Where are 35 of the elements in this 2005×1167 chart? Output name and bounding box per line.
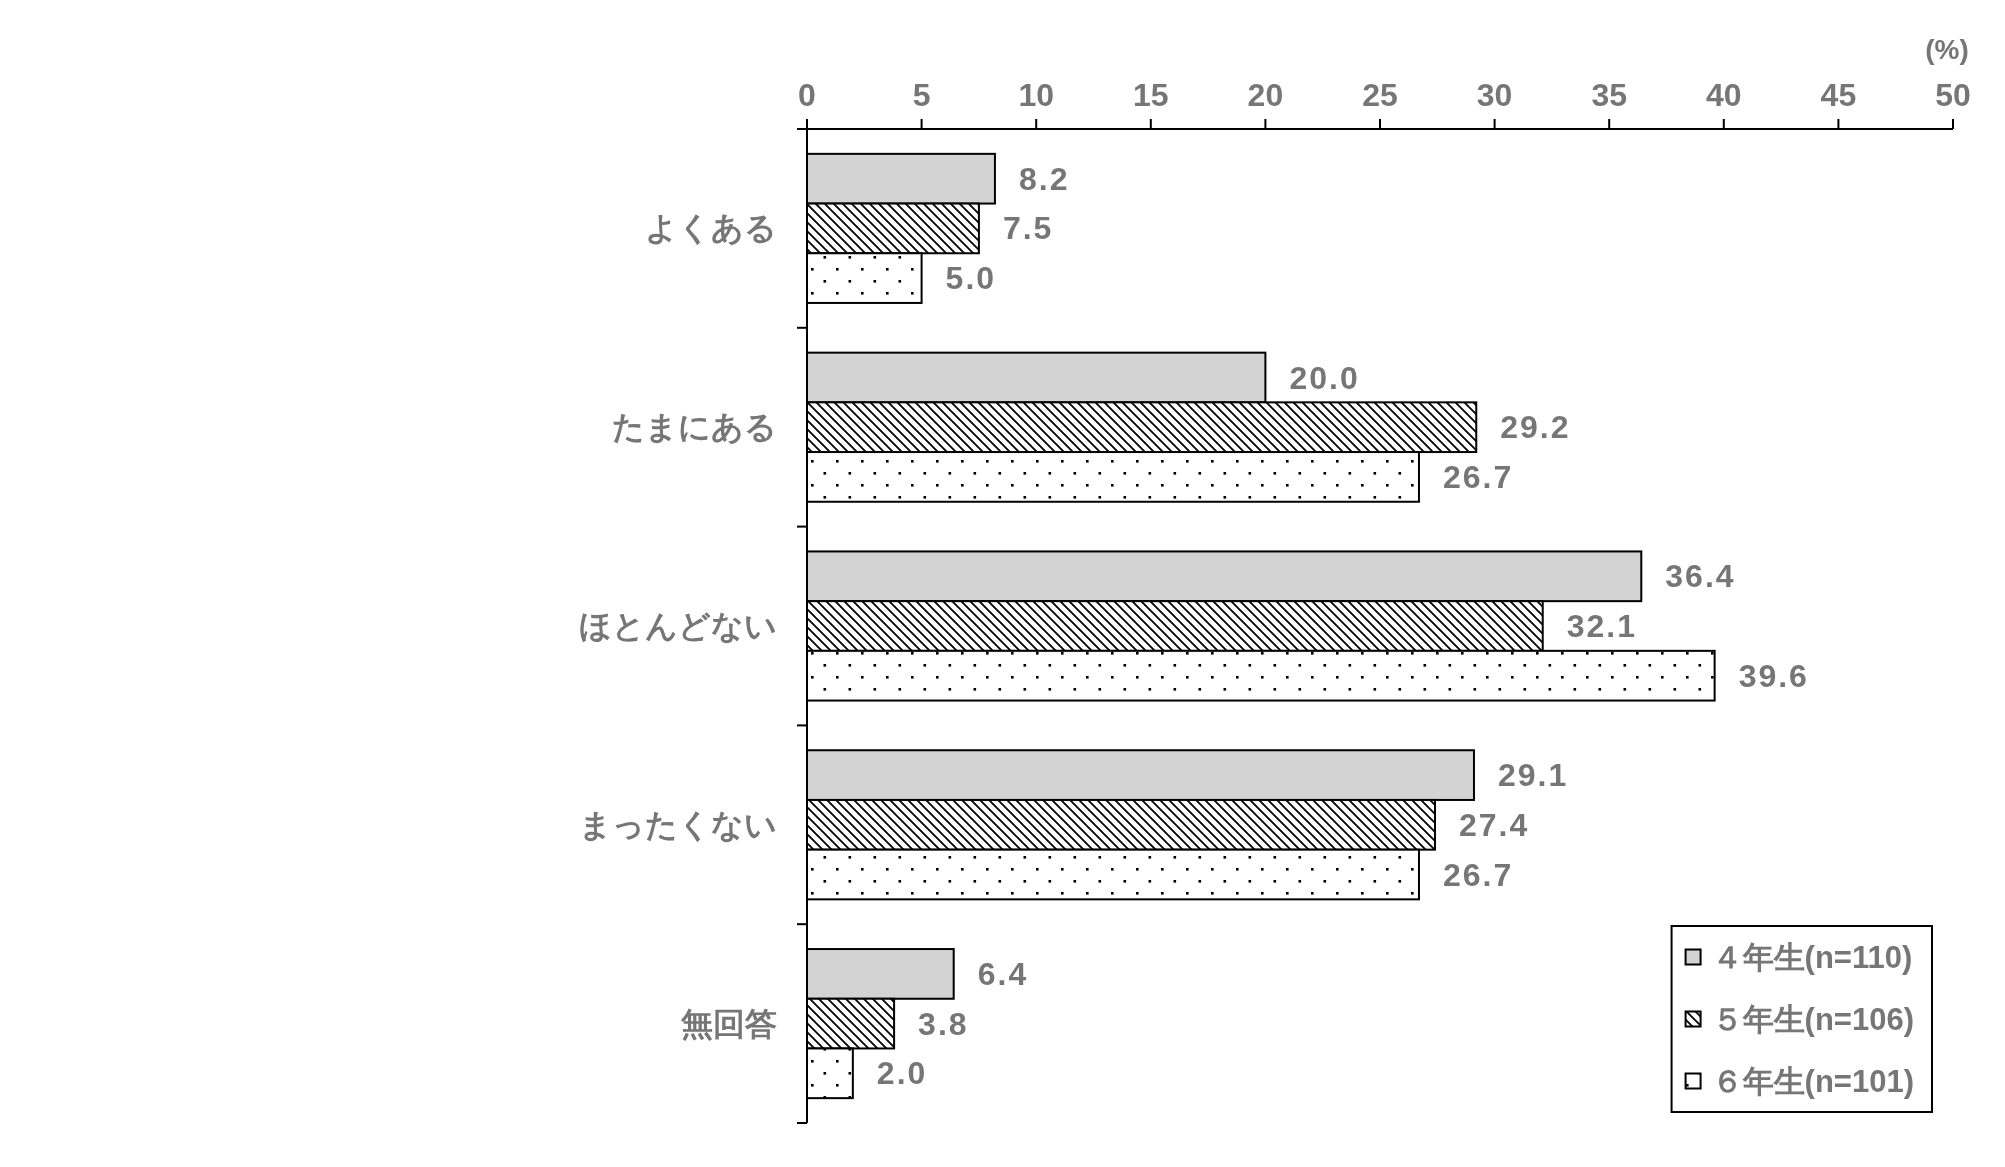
data-label: 5.0 <box>945 260 997 297</box>
category-label: まったくない <box>579 806 777 843</box>
x-tick-label: 10 <box>1018 77 1054 113</box>
x-tick-label: 35 <box>1591 77 1627 113</box>
legend-label: ４年生(n=110) <box>1711 939 1913 975</box>
category-label: ほとんどない <box>579 608 777 644</box>
data-label: 32.1 <box>1566 608 1637 644</box>
x-tick-label: 15 <box>1133 77 1169 113</box>
x-tick-label: 50 <box>1935 77 1971 113</box>
category-label: よくある <box>645 210 777 247</box>
data-label: 7.5 <box>1002 210 1054 247</box>
category-label: たまにある <box>612 409 777 446</box>
data-label: 6.4 <box>977 955 1029 992</box>
x-tick-label: 40 <box>1706 77 1742 113</box>
legend-label: ５年生(n=106) <box>1711 1001 1914 1037</box>
x-tick-label: 0 <box>798 77 816 113</box>
x-tick-label: 30 <box>1476 77 1513 113</box>
data-label: 39.6 <box>1738 657 1809 694</box>
data-label: 3.8 <box>918 1005 969 1042</box>
data-label: 26.7 <box>1442 458 1514 495</box>
data-label: 36.4 <box>1665 558 1736 595</box>
x-tick-label: 45 <box>1820 77 1857 113</box>
x-tick-label: 25 <box>1362 77 1398 113</box>
legend-label: ６年生(n=101) <box>1711 1063 1914 1099</box>
x-tick-label: 20 <box>1247 77 1284 113</box>
data-label: 8.2 <box>1018 160 1070 197</box>
data-label: 29.2 <box>1500 409 1571 446</box>
data-label: 26.7 <box>1442 856 1514 893</box>
x-axis-title: (%) <box>1925 33 1969 65</box>
data-label: 2.0 <box>876 1055 928 1092</box>
x-tick-label: 5 <box>912 77 931 113</box>
data-label: 29.1 <box>1497 757 1569 794</box>
data-label: 27.4 <box>1459 806 1530 843</box>
category-label: 無回答 <box>681 1005 777 1042</box>
data-label: 20.0 <box>1289 359 1360 396</box>
